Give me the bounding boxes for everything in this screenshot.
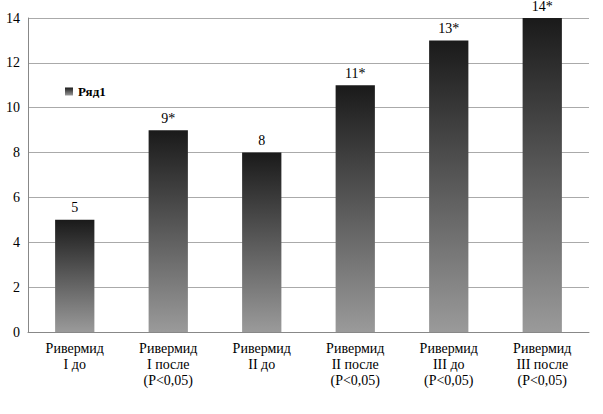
svg-text:10: 10 xyxy=(6,100,20,115)
svg-text:4: 4 xyxy=(13,235,20,250)
svg-text:Ривермид: Ривермид xyxy=(139,341,197,356)
svg-text:0: 0 xyxy=(13,325,20,340)
svg-text:(P<0,05): (P<0,05) xyxy=(517,373,567,389)
svg-text:8: 8 xyxy=(258,133,265,148)
svg-text:Ривермид: Ривермид xyxy=(420,341,478,356)
svg-text:(P<0,05): (P<0,05) xyxy=(330,373,380,389)
svg-text:III после: III после xyxy=(516,357,568,372)
svg-text:I до: I до xyxy=(64,357,86,372)
svg-text:II до: II до xyxy=(248,357,275,372)
svg-text:II после: II после xyxy=(332,357,379,372)
svg-text:Ривермид: Ривермид xyxy=(326,341,384,356)
svg-text:Ряд1: Ряд1 xyxy=(78,84,106,99)
svg-text:(P<0,05): (P<0,05) xyxy=(143,373,193,389)
svg-text:III до: III до xyxy=(433,357,465,372)
svg-text:(P<0,05): (P<0,05) xyxy=(424,373,474,389)
svg-text:2: 2 xyxy=(13,280,20,295)
svg-text:Ривермид: Ривермид xyxy=(233,341,291,356)
svg-text:14: 14 xyxy=(6,11,20,26)
svg-text:12: 12 xyxy=(6,55,20,70)
svg-text:8: 8 xyxy=(13,145,20,160)
svg-text:9*: 9* xyxy=(161,111,175,126)
svg-text:13*: 13* xyxy=(438,21,459,36)
svg-text:I после: I после xyxy=(147,357,189,372)
svg-text:6: 6 xyxy=(13,190,20,205)
svg-text:5: 5 xyxy=(71,200,78,215)
svg-text:11*: 11* xyxy=(345,66,365,81)
svg-text:Ривермид: Ривермид xyxy=(46,341,104,356)
svg-text:14*: 14* xyxy=(532,0,553,14)
svg-text:Ривермид: Ривермид xyxy=(513,341,571,356)
